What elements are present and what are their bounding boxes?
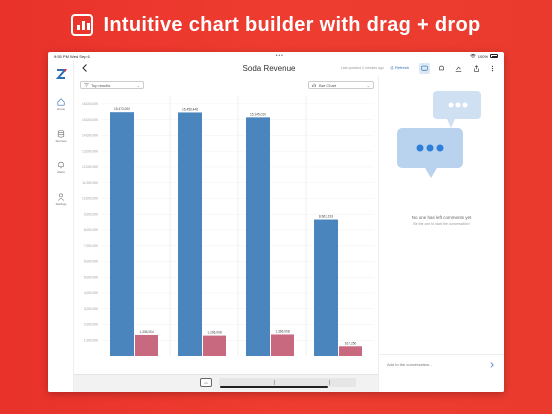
y-tick-label: 6,000,000	[84, 260, 98, 264]
y-tick-label: 3,000,000	[84, 307, 98, 311]
y-tick-label: 8,000,000	[84, 228, 98, 232]
top-results-select[interactable]: Top results ⌄	[80, 81, 144, 89]
status-date: Wed Sep 6	[70, 53, 90, 59]
chevron-down-icon: ⌄	[136, 82, 140, 88]
bell-plus-icon	[439, 65, 444, 71]
y-tick-label: 12,000,000	[82, 165, 98, 169]
filter-icon	[84, 83, 89, 87]
bar	[203, 335, 226, 356]
y-tick-label: 9,000,000	[84, 212, 98, 216]
home-icon	[57, 98, 65, 106]
sidebar-item-label: Alerts	[57, 170, 65, 174]
sidebar: Home Sources Alerts Settings	[48, 60, 74, 392]
sidebar-item-home[interactable]: Home	[48, 98, 74, 111]
battery-icon	[490, 54, 498, 58]
home-indicator	[220, 386, 328, 388]
bar	[178, 112, 202, 356]
chart-edit-icon	[455, 66, 462, 72]
bar-value-label: 1,366,008	[275, 329, 289, 333]
bar-chart: 16,000,000 15,000,000 14,000,000 13,000,000…	[82, 96, 374, 356]
more-options-button[interactable]	[487, 63, 498, 74]
chart-type-select[interactable]: Bar Chart ⌄	[308, 81, 374, 89]
bar-chart-icon	[312, 83, 316, 87]
bar	[246, 117, 270, 356]
y-tick-label: 1,000,000	[84, 338, 98, 342]
top-results-value: Top results	[91, 82, 111, 88]
multitask-dots-icon[interactable]: •••	[275, 53, 284, 59]
y-tick-label: 14,000,000	[82, 134, 98, 138]
tablet-screen: 9:55 PM Wed Sep 6 ••• 100% Home Sources …	[48, 52, 504, 392]
bar	[110, 112, 134, 356]
battery-percent: 100%	[477, 53, 488, 59]
y-tick-label: 13,000,000	[82, 149, 98, 153]
bar	[271, 334, 294, 356]
wifi-icon	[470, 54, 476, 58]
fit-view-button[interactable]: ▭	[200, 378, 212, 387]
sidebar-item-label: Home	[56, 107, 65, 111]
chart-logo-icon	[71, 14, 94, 36]
send-chevron-icon	[490, 361, 494, 368]
comment-composer	[379, 354, 504, 374]
person-icon	[57, 193, 65, 201]
status-bar: 9:55 PM Wed Sep 6 ••• 100%	[48, 52, 504, 60]
sidebar-item-sources[interactable]: Sources	[48, 130, 74, 143]
sidebar-item-alerts[interactable]: Alerts	[48, 161, 74, 174]
bar	[314, 219, 338, 356]
chat-bubbles-icon	[397, 91, 481, 178]
refresh-label: Refresh	[394, 65, 409, 70]
comment-icon	[421, 65, 428, 71]
sidebar-item-label: Settings	[55, 202, 67, 206]
bar	[135, 334, 158, 356]
bar	[339, 346, 362, 356]
chart-type-value: Bar Chart	[319, 82, 337, 88]
empty-comments-subtitle: Be the one to start the conversation!	[413, 222, 470, 226]
sidebar-item-settings[interactable]: Settings	[48, 193, 74, 206]
bar-value-label: 8,661,193	[319, 215, 333, 219]
back-chevron-icon[interactable]	[80, 63, 90, 73]
comments-panel: No one has left comments yet Be the one …	[379, 76, 504, 392]
promo-banner: Intuitive chart builder with drag + drop	[0, 10, 552, 40]
last-updated-text: Last updated 4 minutes ago	[340, 66, 384, 70]
bar-value-label: 1,336,004	[139, 330, 153, 334]
y-tick-label: 5,000,000	[84, 275, 98, 279]
share-icon	[474, 65, 479, 72]
bar-value-label: 1,296,008	[207, 331, 221, 335]
horizontal-scrollbar[interactable]	[219, 378, 356, 387]
app-logo-icon[interactable]	[55, 68, 67, 80]
send-button[interactable]	[488, 361, 496, 369]
promo-title: Intuitive chart builder with drag + drop	[103, 13, 481, 36]
bar-value-label: 15,473,000	[114, 107, 130, 111]
comment-input[interactable]	[387, 362, 488, 367]
empty-comments-title: No one has left comments yet	[411, 215, 472, 220]
bar-value-label: 15,145,010	[250, 112, 266, 116]
more-vertical-icon	[491, 65, 494, 72]
y-tick-label: 11,000,000	[82, 181, 98, 185]
status-time: 9:55 PM	[54, 53, 69, 59]
top-bar: Soda Revenue Last updated 4 minutes ago …	[74, 60, 504, 76]
y-tick-label: 15,000,000	[82, 118, 98, 122]
y-tick-label: 7,000,000	[84, 244, 98, 248]
comments-toggle-button[interactable]	[419, 63, 430, 74]
sidebar-item-label: Sources	[55, 139, 67, 143]
y-tick-label: 2,000,000	[84, 323, 98, 327]
bar-value-label: 15,456,446	[182, 107, 198, 111]
y-tick-label: 4,000,000	[84, 291, 98, 295]
share-button[interactable]	[471, 63, 482, 74]
chart-scroll-strip: ▭	[74, 374, 378, 392]
y-tick-label: 10,000,000	[82, 197, 98, 201]
edit-chart-button[interactable]	[453, 63, 464, 74]
database-icon	[57, 130, 65, 138]
alert-button[interactable]	[436, 63, 447, 74]
bar-value-label: 617,250	[345, 341, 357, 345]
refresh-icon	[390, 65, 394, 69]
refresh-button[interactable]: Refresh	[390, 65, 409, 70]
bell-icon	[58, 161, 64, 169]
y-tick-label: 16,000,000	[82, 102, 98, 106]
chart-pane: Top results ⌄ Bar Chart ⌄ 16,000,000 15,0…	[74, 76, 379, 392]
chevron-down-icon: ⌄	[366, 82, 370, 88]
